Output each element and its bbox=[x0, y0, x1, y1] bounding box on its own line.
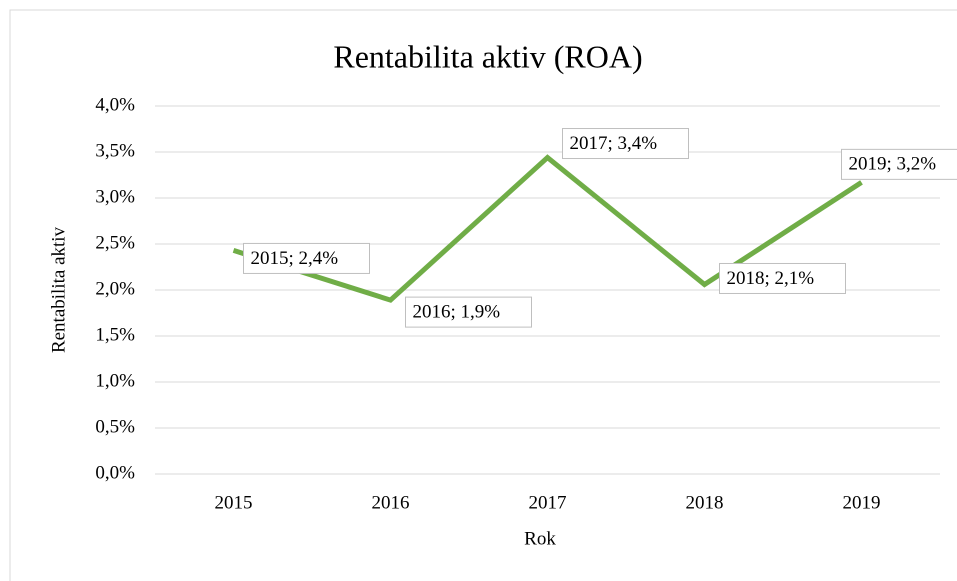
data-label: 2018; 2,1% bbox=[727, 268, 815, 289]
y-tick-label: 3,0% bbox=[95, 186, 135, 207]
y-tick-label: 3,5% bbox=[95, 140, 135, 161]
y-tick-label: 1,5% bbox=[95, 324, 135, 345]
data-label-box bbox=[719, 262, 846, 294]
data-label-box bbox=[243, 242, 370, 274]
x-tick-label: 2018 bbox=[686, 492, 724, 513]
x-tick-label: 2016 bbox=[372, 492, 410, 513]
data-label-box bbox=[562, 128, 689, 160]
data-label: 2019; 3,2% bbox=[849, 154, 937, 175]
y-tick-label: 2,0% bbox=[95, 278, 135, 299]
y-tick-label: 4,0% bbox=[95, 94, 135, 115]
data-label-box bbox=[841, 148, 957, 180]
line bbox=[232, 154, 863, 303]
data-label: 2017; 3,4% bbox=[570, 133, 658, 154]
y-tick-label: 0,5% bbox=[95, 416, 135, 437]
x-tick-label: 2015 bbox=[215, 492, 253, 513]
data-label-box bbox=[405, 296, 532, 328]
x-tick-label: 2019 bbox=[843, 492, 881, 513]
data-label: 2016; 1,9% bbox=[413, 301, 501, 322]
x-axis-label: Rok bbox=[524, 528, 556, 549]
y-tick-label: 1,0% bbox=[95, 370, 135, 391]
x-tick-label: 2017 bbox=[529, 492, 567, 513]
y-axis-label: Rentabilita aktiv bbox=[48, 226, 69, 353]
data-label: 2015; 2,4% bbox=[251, 248, 339, 269]
chart-border bbox=[9, 9, 957, 581]
chart-title: Rentabilita aktiv (ROA) bbox=[333, 38, 642, 74]
y-tick-label: 2,5% bbox=[95, 232, 135, 253]
y-tick-label: 0,0% bbox=[95, 462, 135, 483]
